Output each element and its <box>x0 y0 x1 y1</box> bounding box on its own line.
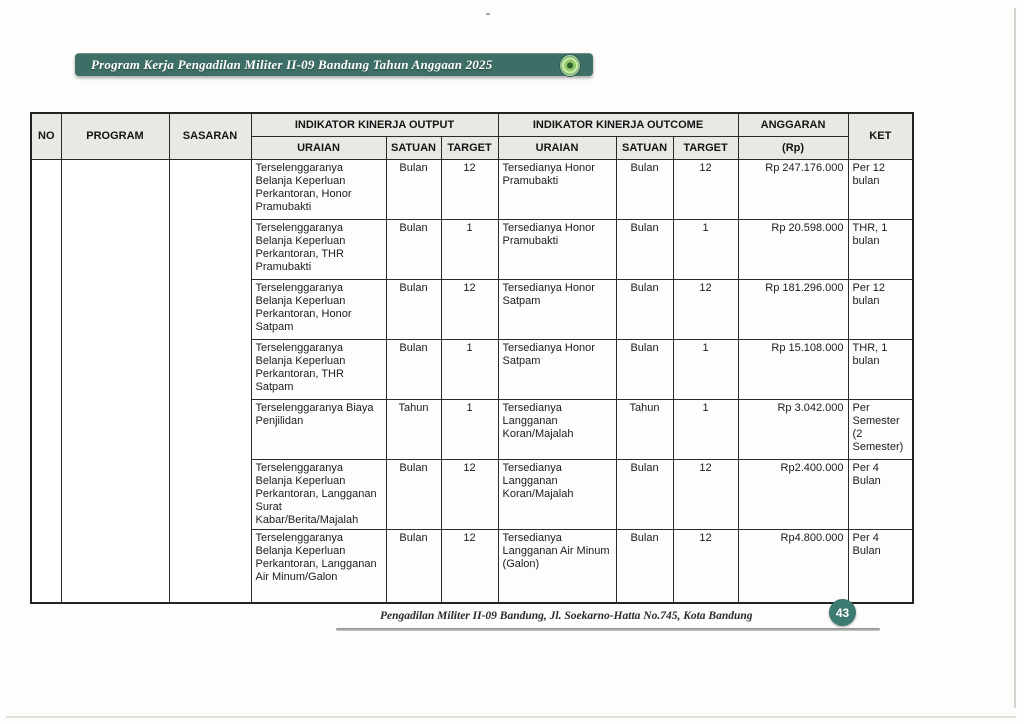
cell-output-target: 12 <box>440 159 499 220</box>
footer-address: Pengadilan Militer II-09 Bandung, Jl. So… <box>380 610 753 622</box>
seal-emblem-icon <box>559 54 581 77</box>
cell-outcome-uraian: Tersedianya Langganan Koran/Majalah <box>497 459 617 530</box>
cell-outcome-target: 12 <box>672 159 739 220</box>
cell-ket: Per 12 bulan <box>847 159 914 220</box>
cell-outcome-target: 12 <box>672 279 739 340</box>
cell-outcome-target: 1 <box>672 339 739 400</box>
cell-anggaran: Rp4.800.000 <box>737 528 849 604</box>
cell-ket: Per 4 Bulan <box>847 459 914 530</box>
cell-anggaran: Rp 247.176.000 <box>737 159 849 220</box>
table-row: Terselenggaranya Belanja Keperluan Perka… <box>31 459 914 530</box>
col-group-output: INDIKATOR KINERJA OUTPUT <box>250 112 499 137</box>
table-row: Terselenggaranya Belanja Keperluan Perka… <box>30 159 914 604</box>
cell-outcome-satuan: Bulan <box>615 528 674 604</box>
scan-edge-right <box>1014 8 1016 708</box>
col-header-output-satuan: SATUAN <box>385 136 442 160</box>
cell-outcome-satuan: Tahun <box>615 399 674 460</box>
cell-ket: THR, 1 bulan <box>847 219 914 280</box>
cell-outcome-target: 12 <box>672 459 739 530</box>
cell-output-uraian: Terselenggaranya Belanja Keperluan Perka… <box>250 528 387 604</box>
col-header-sasaran: SASARAN <box>168 112 252 160</box>
cell-output-uraian: Terselenggaranya Belanja Keperluan Perka… <box>250 339 387 400</box>
col-header-outcome-target: TARGET <box>672 136 739 160</box>
cell-program-span <box>60 159 170 604</box>
scan-speck <box>486 13 490 15</box>
cell-output-target: 12 <box>440 528 499 604</box>
cell-ket: Per 12 bulan <box>847 279 914 340</box>
cell-outcome-target: 1 <box>672 399 739 460</box>
table-row: Terselenggaranya Belanja Keperluan Perka… <box>31 339 914 400</box>
table-row: Terselenggaranya Belanja Keperluan Perka… <box>31 219 914 280</box>
cell-ket: Per Semester (2 Semester) <box>847 399 914 460</box>
cell-anggaran: Rp2.400.000 <box>737 459 849 530</box>
cell-output-satuan: Bulan <box>385 339 442 400</box>
cell-output-uraian: Terselenggaranya Belanja Keperluan Perka… <box>250 279 387 340</box>
col-header-outcome-satuan: SATUAN <box>615 136 674 160</box>
cell-anggaran: Rp 181.296.000 <box>737 279 849 340</box>
title-banner: Program Kerja Pengadilan Militer II-09 B… <box>75 53 593 77</box>
col-header-anggaran: ANGGARAN <box>737 112 849 137</box>
cell-outcome-satuan: Bulan <box>615 159 674 220</box>
col-header-ket: KET <box>847 112 914 160</box>
program-kerja-table: NO PROGRAM SASARAN INDIKATOR KINERJA OUT… <box>30 112 915 605</box>
cell-outcome-satuan: Bulan <box>615 219 674 280</box>
cell-outcome-target: 12 <box>672 528 739 604</box>
table-row: Terselenggaranya Biaya Penjilidan Tahun … <box>31 399 914 460</box>
cell-output-uraian: Terselenggaranya Belanja Keperluan Perka… <box>250 159 387 220</box>
cell-outcome-satuan: Bulan <box>615 459 674 530</box>
cell-output-target: 12 <box>440 459 499 530</box>
cell-outcome-uraian: Tersedianya Honor Pramubakti <box>497 159 617 220</box>
cell-anggaran: Rp 20.598.000 <box>737 219 849 280</box>
cell-outcome-uraian: Tersedianya Langganan Air Minum (Galon) <box>497 528 617 604</box>
cell-output-target: 12 <box>440 279 499 340</box>
cell-outcome-uraian: Tersedianya Honor Satpam <box>497 279 617 340</box>
cell-output-satuan: Bulan <box>385 159 442 220</box>
cell-output-satuan: Bulan <box>385 279 442 340</box>
cell-anggaran: Rp 3.042.000 <box>737 399 849 460</box>
col-group-outcome: INDIKATOR KINERJA OUTCOME <box>497 112 739 137</box>
cell-ket: Per 4 Bulan <box>847 528 914 604</box>
cell-no-span <box>30 159 62 604</box>
scan-edge-bottom <box>6 716 1016 718</box>
cell-output-uraian: Terselenggaranya Biaya Penjilidan <box>250 399 387 460</box>
cell-output-satuan: Bulan <box>385 459 442 530</box>
cell-outcome-target: 1 <box>672 219 739 280</box>
cell-ket: THR, 1 bulan <box>847 339 914 400</box>
cell-output-satuan: Bulan <box>385 528 442 604</box>
col-header-no: NO <box>30 112 62 160</box>
page-number: 43 <box>835 605 850 620</box>
cell-output-target: 1 <box>440 219 499 280</box>
cell-outcome-uraian: Tersedianya Honor Satpam <box>497 339 617 400</box>
page-title: Program Kerja Pengadilan Militer II-09 B… <box>91 56 493 72</box>
cell-output-uraian: Terselenggaranya Belanja Keperluan Perka… <box>250 219 387 280</box>
cell-anggaran: Rp 15.108.000 <box>737 339 849 400</box>
col-header-outcome-uraian: URAIAN <box>497 136 617 160</box>
page-number-badge: 43 <box>829 599 856 626</box>
cell-output-satuan: Bulan <box>385 219 442 280</box>
col-header-output-uraian: URAIAN <box>250 136 387 160</box>
cell-outcome-satuan: Bulan <box>615 339 674 400</box>
col-header-output-target: TARGET <box>440 136 499 160</box>
table-row: Terselenggaranya Belanja Keperluan Perka… <box>31 528 914 604</box>
cell-outcome-satuan: Bulan <box>615 279 674 340</box>
cell-sasaran-span <box>168 159 252 604</box>
cell-output-satuan: Tahun <box>385 399 442 460</box>
cell-output-uraian: Terselenggaranya Belanja Keperluan Perka… <box>250 459 387 530</box>
col-header-program: PROGRAM <box>60 112 170 160</box>
cell-output-target: 1 <box>440 339 499 400</box>
cell-outcome-uraian: Tersedianya Honor Pramubakti <box>497 219 617 280</box>
footer-rule <box>336 628 880 631</box>
col-header-anggaran-rp: (Rp) <box>737 136 849 160</box>
cell-output-target: 1 <box>440 399 499 460</box>
cell-outcome-uraian: Tersedianya Langganan Koran/Majalah <box>497 399 617 460</box>
